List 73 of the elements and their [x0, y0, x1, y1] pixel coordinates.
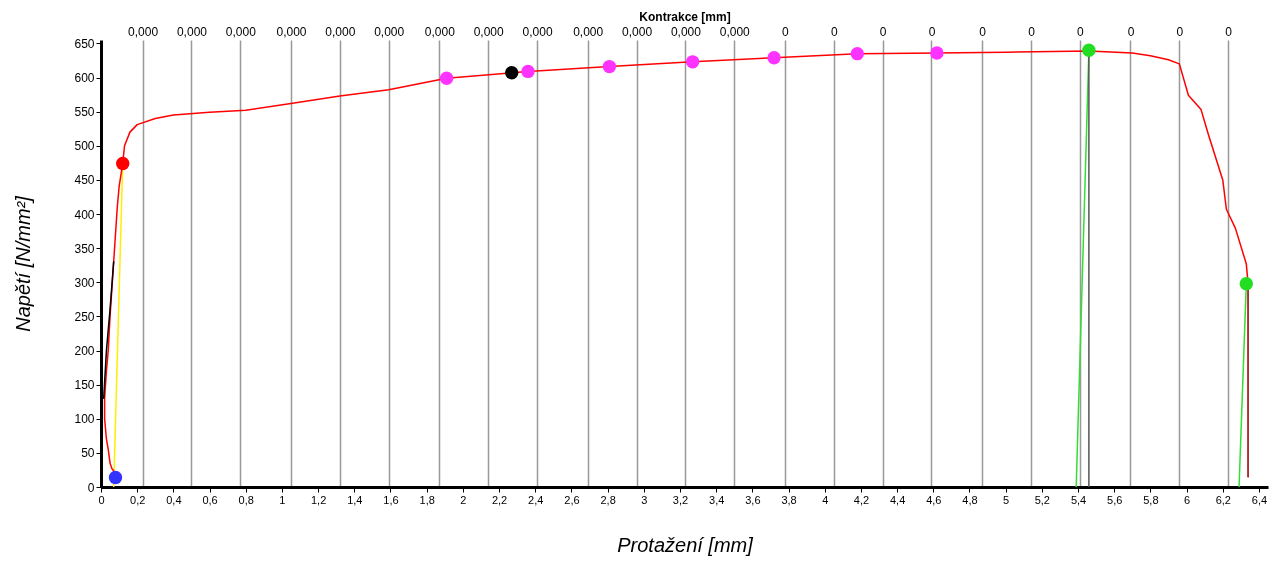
y-axis-title: Napětí [N/mm²] [12, 195, 35, 332]
x2-tick-label: 0,000 [522, 24, 553, 39]
x-tick-label: 0 [98, 493, 105, 506]
x-tick-label: 0,8 [238, 493, 254, 506]
y-tick-label: 400 [74, 207, 95, 222]
x-tick-label: 3,2 [672, 493, 689, 506]
x2-tick-label: 0 [1225, 24, 1233, 39]
x2-tick-label: 0,000 [424, 24, 456, 39]
x-tick-label: 4,6 [926, 493, 942, 506]
x2-tick-label: 0,000 [670, 24, 702, 39]
x2-tick-label: 0,000 [325, 24, 356, 39]
x-tick-label: 0,4 [166, 493, 182, 506]
x-tick-label: 2,4 [528, 493, 544, 506]
x-tick-label: 1,2 [310, 493, 327, 506]
x2-tick-label: 0 [1076, 24, 1084, 39]
y-tick-label: 50 [81, 446, 95, 461]
y-tick-label: 350 [74, 241, 95, 256]
y-tick-label: 600 [74, 71, 95, 86]
x-tick-label: 0,2 [130, 493, 146, 506]
x-tick-label: 4,2 [853, 493, 870, 506]
y-tick-label: 250 [74, 309, 95, 324]
x2-tick-label: 0,000 [622, 24, 653, 39]
x-axis-title: Protažení [mm] [617, 533, 754, 556]
x-tick-label: 5,6 [1107, 493, 1123, 506]
x2-tick-label: 0,000 [276, 24, 307, 39]
x2-tick-label: 0,000 [176, 24, 208, 39]
x-tick-label: 5,8 [1143, 493, 1159, 506]
x-tick-label: 2,6 [564, 493, 580, 506]
x2-tick-label: 0,000 [473, 24, 505, 39]
x2-tick-label: 0 [1176, 24, 1184, 39]
y-tick-label: 450 [74, 173, 95, 188]
y-tick-label: 150 [74, 378, 95, 393]
x-tick-label: 4,8 [962, 493, 978, 506]
x-tick-label: 6,2 [1215, 493, 1231, 506]
x-tick-label: 1 [279, 493, 286, 506]
x-tick-label: 3 [641, 493, 648, 506]
x-tick-label: 2 [460, 493, 467, 506]
x2-tick-label: 0,000 [573, 24, 604, 39]
x-tick-label: 5,2 [1034, 493, 1050, 506]
x2-tick-label: 0,000 [719, 24, 751, 39]
x2-tick-label: 0 [1028, 24, 1036, 39]
x-tick-label: 1,4 [347, 493, 363, 506]
x-tick-label: 6 [1184, 493, 1191, 506]
y-tick-label: 100 [74, 412, 95, 427]
x2-tick-label: 0 [830, 24, 838, 39]
x-tick-label: 5,4 [1070, 493, 1087, 506]
x2-axis-title: Kontrakce [mm] [639, 9, 731, 24]
x2-tick-label: 0 [782, 24, 790, 39]
x-tick-label: 0,6 [202, 493, 218, 506]
x-tick-label: 4,4 [889, 493, 906, 506]
x-tick-label: 1,8 [419, 493, 435, 506]
x-tick-label: 2,2 [491, 493, 508, 506]
x-tick-label: 2,8 [600, 493, 616, 506]
x-tick-label: 1,6 [383, 493, 399, 506]
x2-tick-label: 0 [879, 24, 887, 39]
x2-tick-label: 0,000 [225, 24, 257, 39]
x2-tick-label: 0 [928, 24, 936, 39]
y-tick-label: 500 [74, 139, 95, 154]
y-tick-label: 0 [87, 480, 95, 495]
x-tick-label: 4 [822, 493, 829, 506]
x-tick-label: 5 [1003, 493, 1010, 506]
y-tick-label: 550 [74, 105, 95, 120]
x2-tick-label: 0 [979, 24, 987, 39]
x-tick-label: 3,6 [745, 493, 761, 506]
x2-tick-label: 0,000 [374, 24, 405, 39]
y-tick-label: 300 [74, 275, 95, 290]
x-tick-label: 6,4 [1251, 493, 1268, 506]
x-tick-label: 3,4 [709, 493, 725, 506]
x2-tick-label: 0,000 [128, 24, 159, 39]
x-tick-label: 3,8 [781, 493, 797, 506]
y-tick-label: 650 [74, 36, 95, 51]
x2-tick-label: 0 [1127, 24, 1135, 39]
y-tick-label: 200 [74, 344, 95, 359]
